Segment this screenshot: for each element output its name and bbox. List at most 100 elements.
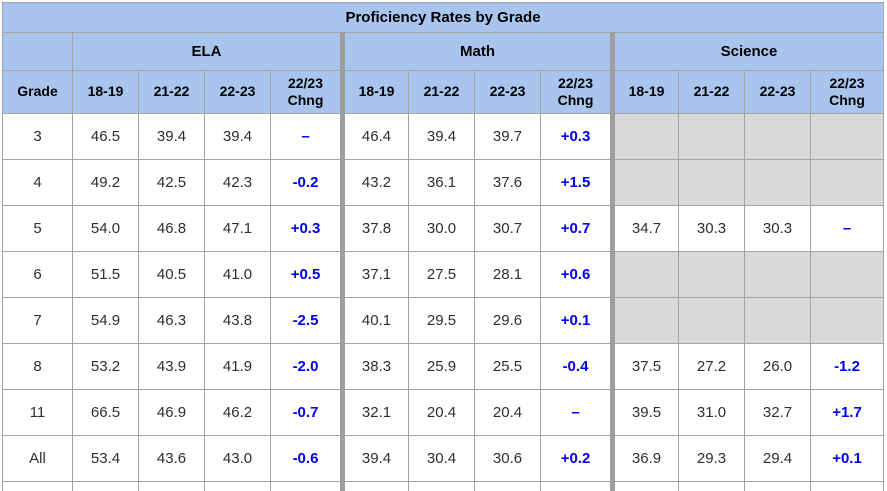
col-header-ela-18-19: 18-19 — [72, 70, 139, 114]
science-18-19-cell: 37.5 — [610, 343, 679, 390]
grade-cell: 11 — [2, 389, 73, 436]
ela-21-22-cell: 40.5 — [138, 251, 205, 298]
col-header-math-22-23: 22-23 — [474, 70, 541, 114]
ela-18-19-cell: 53.2 — [72, 343, 139, 390]
grade-row-all: All 53.4 43.6 43.0 -0.6 39.4 30.4 30.6 +0.2 36.9 2… — [2, 435, 884, 482]
science-22-23-cell — [744, 251, 811, 298]
science-22-23-cell — [744, 297, 811, 344]
math-22-23-cell: 29.6 — [474, 297, 541, 344]
col-header-math-chng: 22/23 Chng — [540, 70, 613, 114]
section-header-ela: ELA — [72, 32, 343, 71]
math-18-19-cell: 43.2 — [340, 159, 409, 206]
science-22-23-cell: 30.3 — [744, 205, 811, 252]
clipped-cell — [678, 481, 745, 491]
grade-column-header: Grade — [2, 70, 73, 114]
ela-21-22-cell: 43.6 — [138, 435, 205, 482]
ela-21-22-cell: 39.4 — [138, 113, 205, 160]
math-chng-cell: – — [540, 389, 613, 436]
corner-cell — [2, 32, 73, 71]
math-18-19-cell: 46.4 — [340, 113, 409, 160]
clipped-cell — [408, 481, 475, 491]
ela-22-23-cell: 46.2 — [204, 389, 271, 436]
ela-chng-cell: -0.6 — [270, 435, 343, 482]
grade-row-3: 3 46.5 39.4 39.4–46.4 39.4 39.7 +0.3 — [2, 113, 884, 160]
science-chng-cell: -1.2 — [810, 343, 884, 390]
science-21-22-cell: 30.3 — [678, 205, 745, 252]
science-21-22-cell: 27.2 — [678, 343, 745, 390]
clipped-cell — [340, 481, 409, 491]
grade-row-6: 6 51.5 40.5 41.0 +0.5 37.1 27.5 28.1 +0.6 — [2, 251, 884, 298]
clipped-cell — [744, 481, 811, 491]
ela-chng-cell: -0.2 — [270, 159, 343, 206]
math-22-23-cell: 25.5 — [474, 343, 541, 390]
col-header-ela-22-23: 22-23 — [204, 70, 271, 114]
math-chng-cell: +0.6 — [540, 251, 613, 298]
ela-22-23-cell: 41.9 — [204, 343, 271, 390]
science-18-19-cell — [610, 113, 679, 160]
ela-21-22-cell: 43.9 — [138, 343, 205, 390]
ela-18-19-cell: 51.5 — [72, 251, 139, 298]
math-22-23-cell: 30.6 — [474, 435, 541, 482]
math-21-22-cell: 29.5 — [408, 297, 475, 344]
col-header-science-21-22: 21-22 — [678, 70, 745, 114]
clipped-bottom-row — [2, 481, 884, 491]
column-header-row: Grade 18-19 21-22 22-23 22/23 Chng 18-19 21-2… — [2, 70, 884, 114]
science-18-19-cell: 39.5 — [610, 389, 679, 436]
science-chng-cell — [810, 297, 884, 344]
section-header-math: Math — [340, 32, 613, 71]
ela-18-19-cell: 54.9 — [72, 297, 139, 344]
section-header-science: Science — [610, 32, 884, 71]
grade-row-11: 11 66.5 46.9 46.2 -0.7 32.1 20.4 20.4–39.5 31.0 3… — [2, 389, 884, 436]
clipped-cell — [610, 481, 679, 491]
math-21-22-cell: 25.9 — [408, 343, 475, 390]
science-18-19-cell — [610, 159, 679, 206]
col-header-math-18-19: 18-19 — [340, 70, 409, 114]
math-chng-cell: +0.7 — [540, 205, 613, 252]
col-header-math-21-22: 21-22 — [408, 70, 475, 114]
math-22-23-cell: 39.7 — [474, 113, 541, 160]
col-header-science-18-19: 18-19 — [610, 70, 679, 114]
grade-cell: All — [2, 435, 73, 482]
section-header-row: ELA Math Science — [2, 32, 884, 71]
ela-18-19-cell: 53.4 — [72, 435, 139, 482]
science-22-23-cell: 32.7 — [744, 389, 811, 436]
clipped-cell — [2, 481, 73, 491]
grade-cell: 7 — [2, 297, 73, 344]
math-22-23-cell: 28.1 — [474, 251, 541, 298]
math-21-22-cell: 39.4 — [408, 113, 475, 160]
ela-chng-cell: -0.7 — [270, 389, 343, 436]
ela-chng-cell: +0.5 — [270, 251, 343, 298]
math-chng-cell: +0.1 — [540, 297, 613, 344]
math-22-23-cell: 30.7 — [474, 205, 541, 252]
math-18-19-cell: 38.3 — [340, 343, 409, 390]
ela-chng-cell: +0.3 — [270, 205, 343, 252]
col-header-ela-21-22: 21-22 — [138, 70, 205, 114]
science-chng-cell — [810, 159, 884, 206]
ela-21-22-cell: 46.3 — [138, 297, 205, 344]
grade-row-8: 8 53.2 43.9 41.9 -2.0 38.3 25.9 25.5 -0.4 37.5 27.… — [2, 343, 884, 390]
col-header-science-22-23: 22-23 — [744, 70, 811, 114]
col-header-ela-chng: 22/23 Chng — [270, 70, 343, 114]
science-21-22-cell — [678, 159, 745, 206]
ela-22-23-cell: 43.0 — [204, 435, 271, 482]
clipped-cell — [540, 481, 613, 491]
clipped-cell — [270, 481, 343, 491]
science-chng-cell — [810, 113, 884, 160]
clipped-cell — [72, 481, 139, 491]
grade-row-5: 5 54.0 46.8 47.1 +0.3 37.8 30.0 30.7 +0.7 34.7 30.… — [2, 205, 884, 252]
ela-18-19-cell: 49.2 — [72, 159, 139, 206]
science-22-23-cell — [744, 159, 811, 206]
grade-row-7: 7 54.9 46.3 43.8 -2.5 40.1 29.5 29.6 +0.1 — [2, 297, 884, 344]
science-22-23-cell: 26.0 — [744, 343, 811, 390]
math-chng-cell: +0.2 — [540, 435, 613, 482]
science-21-22-cell — [678, 297, 745, 344]
math-18-19-cell: 37.1 — [340, 251, 409, 298]
ela-22-23-cell: 47.1 — [204, 205, 271, 252]
math-chng-cell: +0.3 — [540, 113, 613, 160]
science-21-22-cell — [678, 113, 745, 160]
grade-cell: 8 — [2, 343, 73, 390]
math-chng-cell: -0.4 — [540, 343, 613, 390]
clipped-cell — [138, 481, 205, 491]
science-21-22-cell — [678, 251, 745, 298]
science-18-19-cell — [610, 251, 679, 298]
